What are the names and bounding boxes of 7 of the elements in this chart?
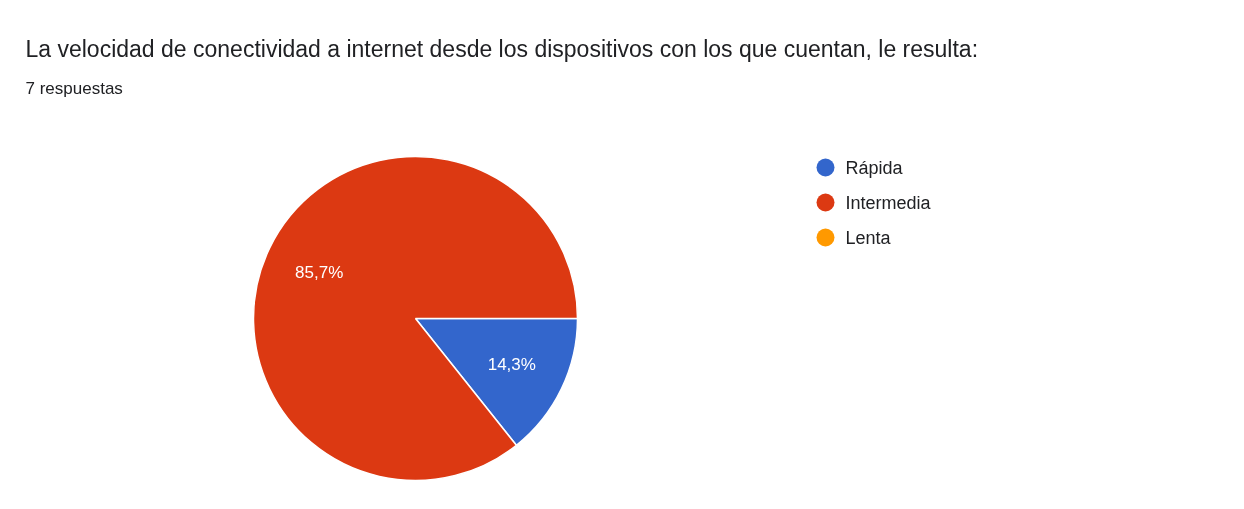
legend-label: Intermedia xyxy=(845,192,932,213)
chart-title: La velocidad de conectividad a internet desde los dispositivos con los que cuentan, le resulta: xyxy=(25,35,979,62)
data-label: 85,7% xyxy=(295,262,344,282)
legend-label: Rápida xyxy=(845,157,904,178)
legend-label: Lenta xyxy=(845,227,892,248)
data-label: 14,3% xyxy=(487,355,536,375)
text: 7 respuestas xyxy=(25,79,123,98)
